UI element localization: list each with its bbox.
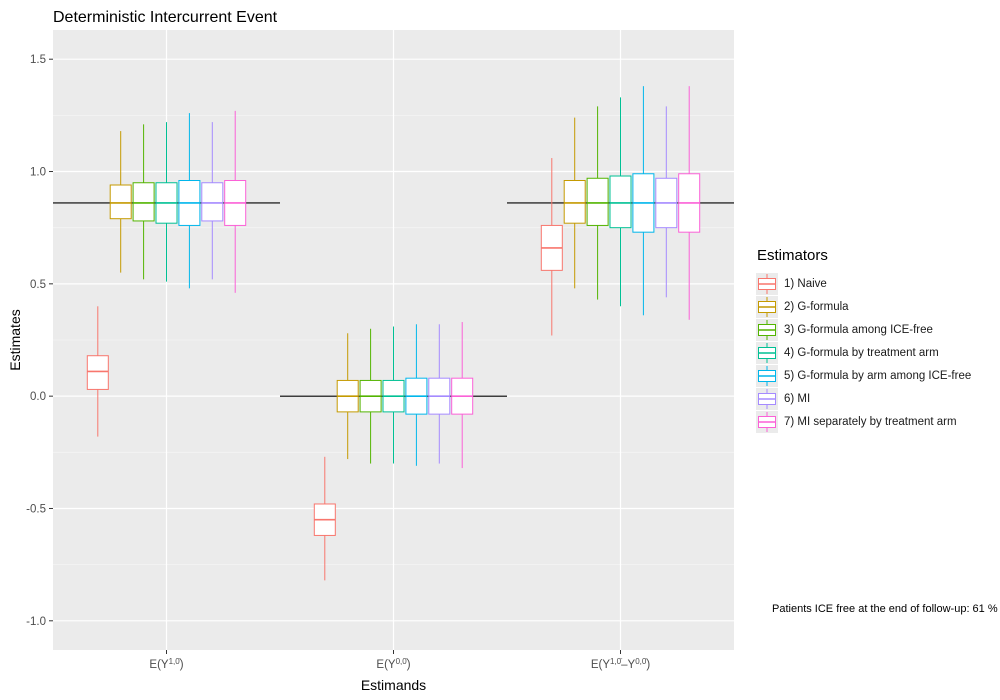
x-tick-label: E(Y1,0̄) <box>149 657 183 671</box>
legend-label: 5) G-formula by arm among ICE-free <box>784 369 972 382</box>
x-tick-text: ) <box>646 659 650 671</box>
legend-key-icon <box>756 410 778 433</box>
box-1-2 <box>109 131 132 273</box>
legend-label: 1) Naive <box>784 277 827 290</box>
iqr-box <box>109 184 132 220</box>
x-tick-superscript: 1,0̄ <box>610 657 623 666</box>
y-tick-label: 0.0 <box>30 391 46 403</box>
box-1-6 <box>201 122 224 280</box>
box-3-3 <box>586 106 609 300</box>
legend-key-icon <box>756 387 778 410</box>
legend-item: 5) G-formula by arm among ICE-free <box>756 364 996 387</box>
y-axis-label: Estimates <box>7 309 23 370</box>
legend: Estimators 1) Naive 2) G-formula 3) G-form… <box>756 247 996 433</box>
box-2-6 <box>428 324 451 464</box>
box-3-6 <box>655 106 678 298</box>
legend-item: 6) MI <box>756 387 996 410</box>
box-3-4 <box>609 97 632 307</box>
box-1-1 <box>86 306 109 437</box>
legend-key-icon <box>756 318 778 341</box>
x-tick-superscript: 0,0̄ <box>635 657 648 666</box>
box-2-4 <box>382 326 405 464</box>
box-3-7 <box>678 86 701 320</box>
legend-key-icon <box>756 272 778 295</box>
boxes <box>86 86 701 581</box>
box-2-2 <box>336 333 359 460</box>
legend-title: Estimators <box>757 247 828 264</box>
iqr-box <box>563 180 586 224</box>
x-tick-label: E(Y0,0̄) <box>376 657 410 671</box>
x-tick-text: ) <box>407 659 411 671</box>
x-tick-text: –Y <box>621 659 635 671</box>
iqr-box <box>201 182 224 222</box>
box-3-1 <box>540 158 563 336</box>
legend-item: 4) G-formula by treatment arm <box>756 341 996 364</box>
axes: 1.51.00.50.0-0.5-1.0E(Y1,0̄) E(Y0,0̄) E(Y1… <box>26 54 650 671</box>
x-tick-text: ) <box>180 659 184 671</box>
iqr-box <box>586 177 609 226</box>
box-2-3 <box>359 328 382 464</box>
iqr-box <box>609 175 632 229</box>
iqr-box <box>86 355 109 390</box>
x-tick-superscript: 0,0̄ <box>396 657 409 666</box>
y-tick-label: 0.5 <box>30 279 46 291</box>
legend-key-icon <box>756 341 778 364</box>
legend-item: 2) G-formula <box>756 295 996 318</box>
legend-key-icon <box>756 295 778 318</box>
legend-item: 3) G-formula among ICE-free <box>756 318 996 341</box>
box-1-3 <box>132 124 155 280</box>
legend-label: 7) MI separately by treatment arm <box>784 415 957 428</box>
x-axis-label: Estimands <box>361 677 426 693</box>
box-2-5 <box>405 324 428 466</box>
x-tick-text: E(Y <box>376 659 396 671</box>
y-tick-label: -0.5 <box>26 503 46 515</box>
iqr-box <box>132 182 155 222</box>
box-1-7 <box>224 110 247 293</box>
legend-items: 1) Naive 2) G-formula 3) G-formula among I… <box>756 272 996 433</box>
box-2-1 <box>313 456 336 581</box>
y-tick-label: -1.0 <box>26 616 46 628</box>
y-tick-label: 1.0 <box>30 167 46 179</box>
legend-item: 1) Naive <box>756 272 996 295</box>
box-3-2 <box>563 117 586 289</box>
chart-title: Deterministic Intercurrent Event <box>53 9 278 26</box>
legend-label: 6) MI <box>784 392 811 405</box>
legend-label: 4) G-formula by treatment arm <box>784 346 939 359</box>
x-tick-text: E(Y <box>149 659 169 671</box>
legend-label: 2) G-formula <box>784 300 849 313</box>
legend-label: 3) G-formula among ICE-free <box>784 323 933 336</box>
box-1-5 <box>178 113 201 289</box>
box-2-7 <box>451 322 474 469</box>
box-3-5 <box>632 86 655 316</box>
box-1-4 <box>155 122 178 282</box>
y-tick-label: 1.5 <box>30 54 46 66</box>
x-tick-text: E(Y <box>591 659 611 671</box>
legend-key-icon <box>756 364 778 387</box>
legend-item: 7) MI separately by treatment arm <box>756 410 996 433</box>
ice-free-note: Patients ICE free at the end of follow-u… <box>772 603 998 615</box>
x-tick-label: E(Y1,0̄–Y0,0̄) <box>591 657 651 671</box>
x-tick-superscript: 1,0̄ <box>169 657 182 666</box>
